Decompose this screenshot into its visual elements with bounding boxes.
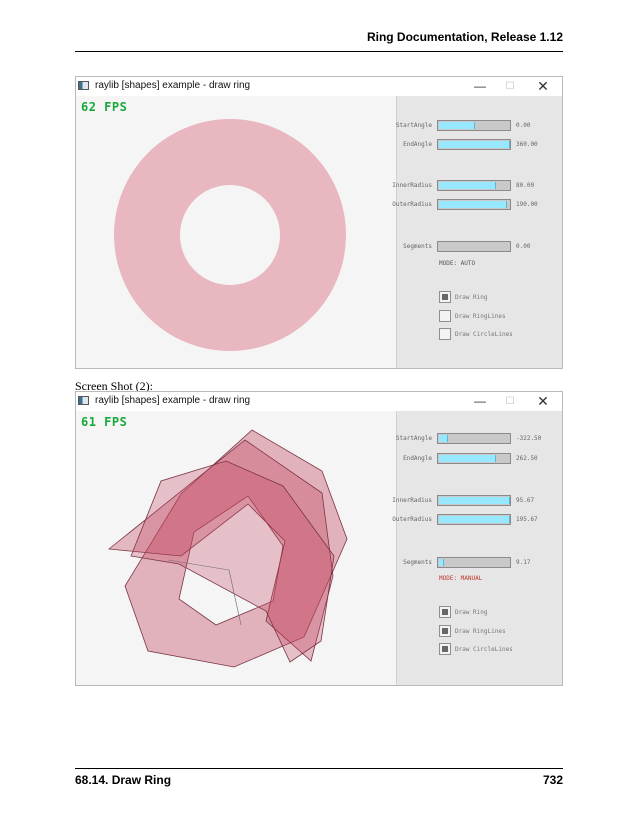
page-header-title: Ring Documentation, Release 1.12: [366, 30, 563, 44]
slider-endangle[interactable]: [437, 139, 511, 150]
slider-fill: [439, 497, 510, 504]
slider-fill: [439, 182, 496, 189]
slider-value: 95.67: [516, 497, 535, 504]
slider-value: 190.00: [516, 201, 538, 208]
ring-overlap-band-1: [107, 439, 334, 662]
slider-label: StartAngle: [395, 435, 432, 442]
slider-value: 262.50: [516, 455, 538, 462]
screenshot-caption: Screen Shot (2):: [75, 379, 153, 393]
maximize-button[interactable]: ☐: [505, 396, 515, 407]
window-titlebar[interactable]: raylib [shapes] example - draw ring — ☐ …: [76, 77, 562, 96]
close-button[interactable]: ✕: [537, 78, 549, 94]
segmented-ring-drawing: [107, 429, 348, 668]
slider-segments[interactable]: [437, 557, 511, 568]
slider-label: OuterRadius: [392, 516, 432, 523]
footer-page-number: 732: [542, 773, 563, 787]
footer-rule: [75, 768, 563, 769]
checkbox-draw-ring[interactable]: [439, 606, 451, 618]
solid-ring: [114, 119, 346, 351]
slider-label: InnerRadius: [392, 497, 432, 504]
slider-fill: [439, 141, 510, 148]
checkbox-label: Draw CircleLines: [455, 646, 513, 653]
footer-section: 68.14. Draw Ring: [75, 773, 172, 787]
control-panel: StartAngle -322.50 EndAngle 262.50 InnerRadi…: [392, 411, 562, 685]
window-title: raylib [shapes] example - draw ring: [95, 395, 251, 406]
slider-innerradius[interactable]: [437, 180, 511, 191]
ring-overlap-band-2: [130, 460, 335, 663]
slider-label: OuterRadius: [392, 201, 432, 208]
slider-outerradius[interactable]: [437, 514, 511, 525]
checkbox-draw-ring[interactable]: [439, 291, 451, 303]
slider-label: Segments: [403, 243, 432, 250]
slider-label: StartAngle: [395, 122, 432, 129]
checkbox-draw-ringlines[interactable]: [439, 310, 451, 322]
mode-indicator: MODE: MANUAL: [439, 575, 483, 582]
checkbox-draw-circlelines[interactable]: [439, 643, 451, 655]
slider-fill: [439, 435, 448, 442]
circle-lines: [167, 559, 242, 626]
minimize-button[interactable]: —: [474, 394, 486, 408]
window-titlebar[interactable]: raylib [shapes] example - draw ring — ☐ …: [76, 392, 562, 411]
slider-label: EndAngle: [403, 141, 432, 148]
slider-label: EndAngle: [403, 455, 432, 462]
raylib-window-1: raylib [shapes] example - draw ring — ☐ …: [75, 76, 563, 369]
checkbox-label: Draw CircleLines: [455, 331, 513, 338]
slider-fill: [439, 455, 496, 462]
close-button[interactable]: ✕: [537, 393, 549, 409]
raylib-window-2: raylib [shapes] example - draw ring — ☐ …: [75, 391, 563, 686]
slider-innerradius[interactable]: [437, 495, 511, 506]
app-icon: [78, 396, 89, 405]
minimize-button[interactable]: —: [474, 79, 486, 93]
slider-startangle[interactable]: [437, 120, 511, 131]
fps-counter: 61 FPS: [81, 415, 128, 429]
checkbox-draw-circlelines[interactable]: [439, 328, 451, 340]
control-panel: StartAngle 0.00 EndAngle 360.00 InnerRadius 8…: [392, 96, 562, 368]
fps-counter: 62 FPS: [81, 100, 128, 114]
slider-value: 80.00: [516, 182, 535, 189]
slider-fill: [439, 122, 475, 129]
checkbox-label: Draw Ring: [455, 294, 488, 301]
slider-value: 0.00: [516, 243, 531, 250]
slider-value: -322.50: [516, 435, 542, 442]
app-icon: [78, 81, 89, 90]
slider-fill: [439, 201, 507, 208]
slider-fill: [439, 516, 510, 523]
header-rule: [75, 51, 563, 52]
checkbox-draw-ringlines[interactable]: [439, 625, 451, 637]
segmented-ring-fill: [124, 429, 348, 668]
maximize-button[interactable]: ☐: [505, 81, 515, 92]
render-canvas: 62 FPS: [76, 96, 396, 368]
slider-label: InnerRadius: [392, 182, 432, 189]
slider-value: 360.00: [516, 141, 538, 148]
slider-endangle[interactable]: [437, 453, 511, 464]
checkbox-label: Draw RingLines: [455, 313, 506, 320]
slider-startangle[interactable]: [437, 433, 511, 444]
render-canvas: 61 FPS: [76, 411, 396, 685]
slider-segments[interactable]: [437, 241, 511, 252]
window-title: raylib [shapes] example - draw ring: [95, 80, 251, 91]
slider-value: 195.67: [516, 516, 538, 523]
slider-fill: [439, 559, 444, 566]
slider-value: 0.00: [516, 122, 531, 129]
slider-value: 9.17: [516, 559, 531, 566]
checkbox-label: Draw Ring: [455, 609, 488, 616]
ring-drawing: [114, 119, 346, 351]
slider-outerradius[interactable]: [437, 199, 511, 210]
checkbox-label: Draw RingLines: [455, 628, 506, 635]
slider-label: Segments: [403, 559, 432, 566]
mode-indicator: MODE: AUTO: [439, 260, 476, 267]
